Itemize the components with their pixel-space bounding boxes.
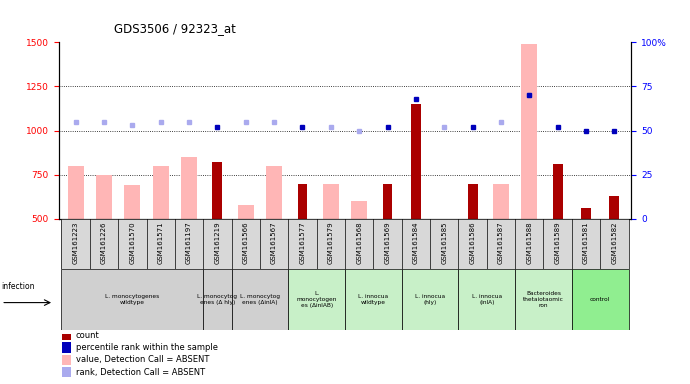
Text: L. innocua
(inlA): L. innocua (inlA) [472, 294, 502, 305]
Bar [572, 219, 600, 269]
Bar [63, 367, 71, 377]
Text: GSM161581: GSM161581 [583, 221, 589, 264]
Bar [260, 219, 288, 269]
Bar [544, 219, 572, 269]
Text: GSM161226: GSM161226 [101, 221, 107, 264]
FancyBboxPatch shape [458, 270, 515, 329]
FancyBboxPatch shape [204, 270, 232, 329]
Bar [493, 184, 509, 219]
Text: GSM161219: GSM161219 [215, 221, 220, 264]
Text: L. monocytogenes
wildtype: L. monocytogenes wildtype [106, 294, 159, 305]
Bar [68, 166, 83, 219]
Text: GSM161197: GSM161197 [186, 221, 192, 264]
Bar [152, 166, 168, 219]
Text: GSM161569: GSM161569 [384, 221, 391, 264]
Bar [124, 185, 140, 219]
FancyBboxPatch shape [345, 270, 402, 329]
Bar [351, 201, 367, 219]
Text: GDS3506 / 92323_at: GDS3506 / 92323_at [114, 22, 236, 35]
Bar [213, 162, 222, 219]
Bar [515, 219, 544, 269]
Bar [61, 219, 90, 269]
Bar [522, 44, 538, 219]
Text: GSM161570: GSM161570 [129, 221, 135, 264]
Text: GSM161579: GSM161579 [328, 221, 334, 264]
Text: rank, Detection Call = ABSENT: rank, Detection Call = ABSENT [76, 368, 205, 377]
Bar [323, 184, 339, 219]
Text: GSM161582: GSM161582 [611, 221, 618, 264]
Text: GSM161587: GSM161587 [498, 221, 504, 264]
Text: GSM161585: GSM161585 [441, 221, 447, 264]
Text: L. monocytog
enes (ΔinlA): L. monocytog enes (ΔinlA) [240, 294, 280, 305]
Text: L. innocua
wildtype: L. innocua wildtype [358, 294, 388, 305]
Bar [204, 219, 232, 269]
Text: GSM161568: GSM161568 [356, 221, 362, 264]
Bar [581, 208, 591, 219]
Text: GSM161577: GSM161577 [299, 221, 306, 264]
Text: GSM161567: GSM161567 [271, 221, 277, 264]
Bar [146, 219, 175, 269]
Bar [63, 330, 71, 340]
FancyBboxPatch shape [572, 270, 629, 329]
Bar [63, 343, 71, 353]
Bar [90, 219, 118, 269]
Text: L. innocua
(hly): L. innocua (hly) [415, 294, 445, 305]
Bar [266, 166, 282, 219]
Text: GSM161588: GSM161588 [526, 221, 532, 264]
Text: Bacteroides
thetaiotaomic
ron: Bacteroides thetaiotaomic ron [523, 291, 564, 308]
Text: count: count [76, 331, 99, 339]
Bar [175, 219, 204, 269]
Bar [553, 164, 562, 219]
Bar [458, 219, 486, 269]
FancyBboxPatch shape [515, 270, 572, 329]
Bar [63, 355, 71, 365]
Bar [402, 219, 430, 269]
Text: GSM161571: GSM161571 [158, 221, 164, 264]
Bar [297, 184, 308, 219]
Text: infection: infection [1, 281, 34, 291]
Bar [317, 219, 345, 269]
FancyBboxPatch shape [61, 270, 204, 329]
Text: GSM161223: GSM161223 [72, 221, 79, 264]
FancyBboxPatch shape [232, 270, 288, 329]
Bar [486, 219, 515, 269]
Text: percentile rank within the sample: percentile rank within the sample [76, 343, 218, 352]
Bar [382, 184, 393, 219]
Bar [430, 219, 458, 269]
FancyBboxPatch shape [402, 270, 458, 329]
Bar [288, 219, 317, 269]
Text: GSM161586: GSM161586 [470, 221, 475, 264]
Text: GSM161589: GSM161589 [555, 221, 561, 264]
Text: value, Detection Call = ABSENT: value, Detection Call = ABSENT [76, 355, 209, 364]
Bar [345, 219, 373, 269]
Bar [411, 104, 421, 219]
Bar [600, 219, 629, 269]
Bar [238, 205, 254, 219]
Bar [609, 196, 620, 219]
Text: control: control [590, 297, 610, 302]
Bar [181, 157, 197, 219]
Text: GSM161584: GSM161584 [413, 221, 419, 264]
Bar [232, 219, 260, 269]
Bar [436, 219, 452, 286]
Bar [96, 175, 112, 219]
Bar [468, 184, 477, 219]
Bar [118, 219, 146, 269]
Text: L.
monocytogen
es (ΔinlAB): L. monocytogen es (ΔinlAB) [297, 291, 337, 308]
Text: L. monocytog
enes (Δ hly): L. monocytog enes (Δ hly) [197, 294, 237, 305]
Bar [373, 219, 402, 269]
FancyBboxPatch shape [288, 270, 345, 329]
Text: GSM161566: GSM161566 [243, 221, 249, 264]
